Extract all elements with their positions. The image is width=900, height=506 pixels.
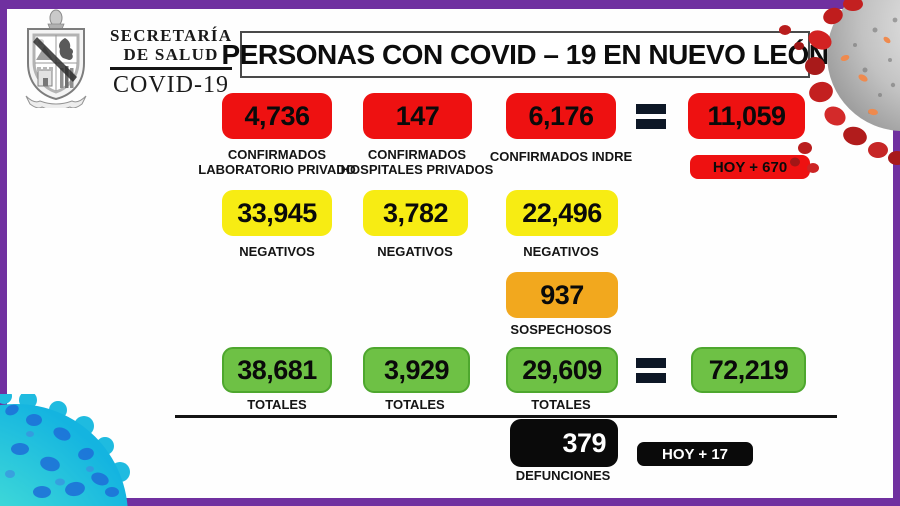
totals-label-2: TOTALES [385,397,445,412]
confirmed-today-badge: HOY + 670 [690,155,810,179]
equals-sign-totals [636,358,666,383]
deaths-today-badge: HOY + 17 [637,442,753,466]
suspected-value: 937 [506,272,618,318]
coronavirus-image-top-right [779,0,900,173]
logo-divider [110,67,232,70]
negatives-label-1: NEGATIVOS [239,244,315,259]
page-title: PERSONAS CON COVID – 19 EN NUEVO LEÓN [222,31,829,78]
negatives-label-3: NEGATIVOS [523,244,599,259]
confirmed-total-value: 11,059 [688,93,805,139]
totals-grand-total-value: 72,219 [691,347,806,393]
confirmed-private-hospitals-label: CONFIRMADOS HOSPITALES PRIVADOS [340,147,494,177]
totals-label-1: TOTALES [247,397,307,412]
totals-private-lab-value: 38,681 [222,347,332,393]
totals-private-hospitals-value: 3,929 [363,347,470,393]
coat-of-arms [25,9,87,108]
ministry-name-line1: SECRETARÍA [110,26,233,45]
covid-program-label: COVID-19 [113,72,229,98]
confirmed-private-lab-value: 4,736 [222,93,332,139]
summary-divider-line [175,415,837,418]
virus-image-bottom-left [0,394,130,506]
confirmed-private-lab-label: CONFIRMADOS LABORATORIO PRIVADO [198,147,356,177]
totals-label-3: TOTALES [531,397,591,412]
suspected-label: SOSPECHOSOS [510,322,612,337]
negatives-indre-value: 22,496 [506,190,618,236]
totals-indre-value: 29,609 [506,347,618,393]
negatives-label-2: NEGATIVOS [377,244,453,259]
ministry-name-line2: DE SALUD [123,45,219,64]
ministry-name: SECRETARÍA DE SALUD COVID-19 [110,26,232,108]
equals-sign-confirmed [636,104,666,129]
confirmed-indre-value: 6,176 [506,93,616,139]
confirmed-private-hospitals-value: 147 [363,93,472,139]
deaths-value: 379 [510,419,618,467]
health-ministry-logo: SECRETARÍA DE SALUD COVID-19 [18,8,232,108]
negatives-private-hospitals-value: 3,782 [363,190,468,236]
deaths-label: DEFUNCIONES [515,468,611,483]
negatives-private-lab-value: 33,945 [222,190,332,236]
confirmed-indre-label: CONFIRMADOS INDRE [489,149,633,164]
